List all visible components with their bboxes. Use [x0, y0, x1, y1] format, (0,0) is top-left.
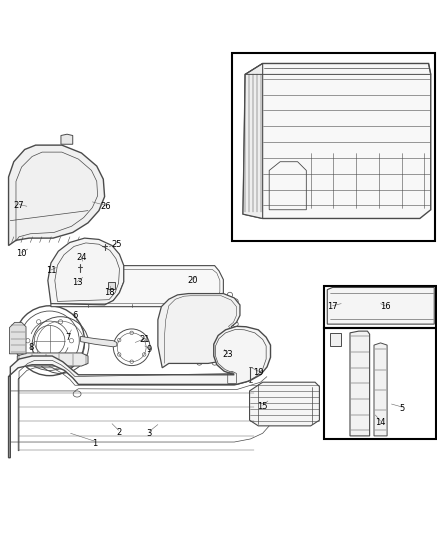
Polygon shape [158, 294, 240, 368]
Polygon shape [81, 336, 117, 347]
Polygon shape [51, 265, 223, 306]
Polygon shape [350, 331, 370, 436]
Polygon shape [9, 145, 105, 246]
Polygon shape [243, 63, 263, 219]
Text: 1: 1 [92, 439, 97, 448]
Text: 23: 23 [223, 350, 233, 359]
Text: 5: 5 [400, 404, 405, 413]
Text: 2: 2 [116, 428, 121, 437]
Text: 27: 27 [14, 201, 25, 210]
Text: 15: 15 [258, 402, 268, 411]
Polygon shape [108, 282, 115, 289]
Polygon shape [17, 353, 88, 366]
Text: 13: 13 [72, 278, 82, 287]
Text: 16: 16 [380, 302, 390, 311]
Bar [324, 286, 436, 328]
Text: 7: 7 [66, 333, 71, 342]
Polygon shape [250, 382, 319, 426]
Text: 25: 25 [111, 240, 122, 249]
Polygon shape [374, 343, 387, 436]
Polygon shape [243, 63, 431, 219]
Text: 9: 9 [147, 345, 152, 354]
Text: 3: 3 [146, 429, 152, 438]
Text: 11: 11 [46, 266, 56, 276]
Bar [232, 53, 435, 241]
Text: 10: 10 [16, 249, 27, 258]
Circle shape [79, 270, 84, 274]
Bar [324, 328, 436, 439]
Text: 14: 14 [375, 418, 386, 427]
Polygon shape [9, 326, 271, 458]
Text: 24: 24 [76, 253, 87, 262]
Polygon shape [330, 333, 341, 346]
Polygon shape [61, 134, 73, 144]
Text: 19: 19 [253, 368, 264, 377]
Text: 18: 18 [105, 288, 115, 297]
Text: 26: 26 [100, 202, 111, 211]
Text: 21: 21 [140, 335, 150, 344]
Polygon shape [10, 322, 26, 354]
Text: 17: 17 [327, 302, 338, 311]
Text: 6: 6 [72, 311, 78, 320]
Text: 20: 20 [187, 276, 198, 285]
Polygon shape [327, 287, 434, 324]
Text: 8: 8 [28, 343, 34, 352]
Polygon shape [48, 238, 124, 305]
